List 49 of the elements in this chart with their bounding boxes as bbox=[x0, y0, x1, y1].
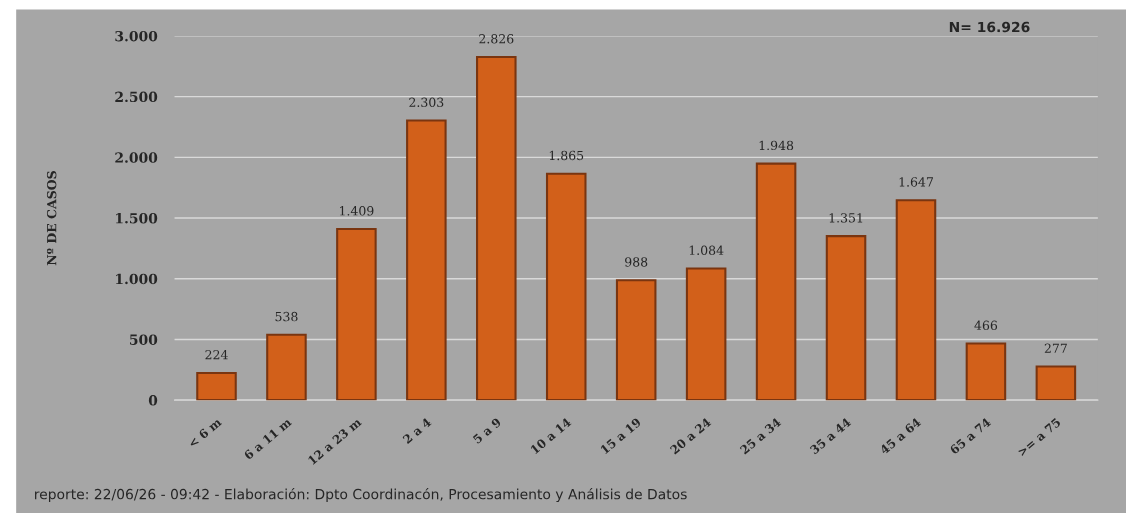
y-tick-label: 3.000 bbox=[115, 30, 158, 42]
data-label: 1.865 bbox=[549, 150, 584, 161]
y-tick-label: 500 bbox=[130, 334, 158, 345]
x-tick-label: 6 a 11 m bbox=[243, 417, 293, 461]
bar bbox=[615, 279, 657, 401]
data-label: 1.647 bbox=[899, 177, 933, 187]
text: reporte: 22/06/26 - 09:42 - Elaboración: Dpto Coordinacón, Procesamiento y Análisis de Datos bbox=[35, 488, 687, 503]
x-tick-label: 35 a 44 bbox=[809, 417, 852, 455]
data-label: 1.948 bbox=[759, 140, 794, 151]
bar bbox=[825, 235, 867, 401]
x-tick-label: 65 a 74 bbox=[949, 417, 992, 455]
x-tick-label: 10 a 14 bbox=[530, 417, 572, 455]
x-tick-label: 25 a 34 bbox=[739, 417, 782, 455]
y-tick-label: 2.500 bbox=[115, 91, 158, 103]
x-tick-label: 15 a 19 bbox=[600, 417, 642, 455]
data-label: 224 bbox=[205, 349, 228, 360]
data-label: 1.084 bbox=[689, 245, 724, 255]
bar bbox=[476, 56, 517, 401]
x-tick-label: >= a 75 bbox=[1017, 417, 1062, 457]
data-label: 277 bbox=[1044, 343, 1067, 353]
bar bbox=[755, 162, 797, 401]
x-tick-label: 20 a 24 bbox=[669, 417, 712, 455]
data-label: 2.826 bbox=[479, 34, 514, 44]
bar bbox=[196, 371, 237, 401]
data-label: 2.303 bbox=[409, 97, 444, 107]
y-tick-label: 1.000 bbox=[116, 273, 158, 285]
bar bbox=[406, 119, 447, 401]
data-label: 1.409 bbox=[340, 206, 374, 216]
x-tick-label: 5 a 9 bbox=[472, 417, 502, 444]
data-label: 1.351 bbox=[829, 213, 863, 223]
bar bbox=[1035, 365, 1077, 401]
x-tick-label: 12 a 23 m bbox=[307, 417, 363, 465]
bar bbox=[685, 267, 727, 401]
y-tick-label: 2.000 bbox=[115, 152, 158, 163]
bar bbox=[895, 199, 937, 401]
x-tick-label: 45 a 64 bbox=[879, 417, 922, 455]
bar bbox=[266, 333, 307, 401]
bar bbox=[336, 228, 377, 401]
bar bbox=[545, 172, 587, 401]
y-tick-label: 1.500 bbox=[116, 212, 158, 224]
data-label: 988 bbox=[625, 257, 648, 267]
y-axis-title: Nº DE CASOS bbox=[46, 171, 57, 266]
data-label: 538 bbox=[275, 311, 298, 322]
text: N= 16.926 bbox=[949, 21, 1030, 33]
y-tick-label: 0 bbox=[148, 395, 158, 406]
bar bbox=[965, 342, 1007, 401]
x-tick-label: 2 a 4 bbox=[402, 417, 432, 445]
data-label: 466 bbox=[974, 320, 998, 331]
x-tick-label: < 6 m bbox=[187, 417, 223, 448]
